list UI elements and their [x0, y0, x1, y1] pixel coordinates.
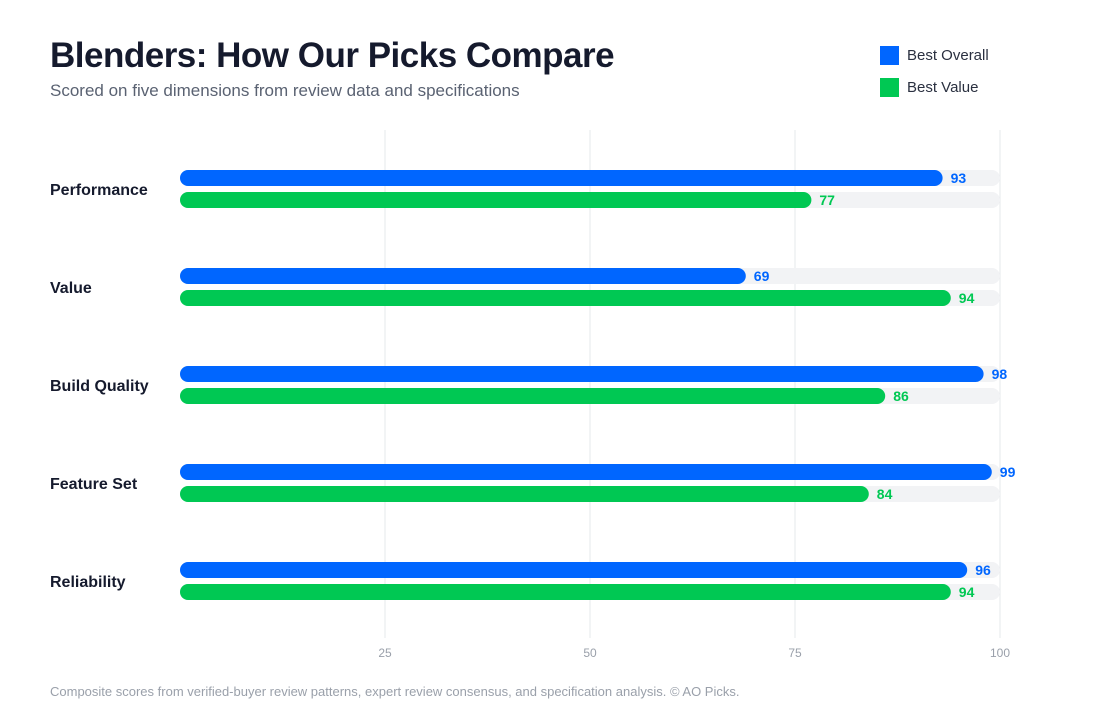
legend-item-best-overall: Best Overall [880, 45, 989, 65]
bar-reliability-best-value [180, 584, 951, 600]
legend: Best Overall Best Value [880, 45, 989, 109]
bar-performance-best-value [180, 192, 812, 208]
bar-reliability-best-overall [180, 562, 968, 578]
bar-feature-set-best-value [180, 486, 869, 502]
category-label-feature-set: Feature Set [50, 476, 138, 493]
legend-swatch-best-overall [880, 45, 899, 65]
bar-value-best-overall [180, 268, 746, 284]
value-label-feature-set-best-value: 84 [877, 486, 893, 502]
value-label-value-best-overall: 69 [754, 268, 770, 284]
value-label-feature-set-best-overall: 99 [1000, 464, 1016, 480]
x-tick-label-75: 75 [788, 646, 802, 660]
category-label-performance: Performance [50, 182, 148, 199]
bar-build-quality-best-overall [180, 366, 984, 382]
x-tick-label-100: 100 [990, 646, 1010, 660]
bar-performance-best-overall [180, 170, 943, 186]
value-label-build-quality-best-overall: 98 [992, 366, 1008, 382]
category-label-value: Value [50, 280, 92, 297]
value-label-build-quality-best-value: 86 [893, 388, 909, 404]
footnote: Composite scores from verified-buyer rev… [50, 684, 740, 699]
bar-build-quality-best-value [180, 388, 886, 404]
legend-swatch-best-value [880, 77, 899, 97]
chart-title: Blenders: How Our Picks Compare [50, 36, 615, 75]
bar-value-best-value [180, 290, 951, 306]
legend-label-best-value: Best Value [907, 78, 979, 96]
x-tick-label-50: 50 [583, 646, 597, 660]
chart-subtitle: Scored on five dimensions from review da… [50, 81, 520, 100]
category-label-reliability: Reliability [50, 574, 126, 591]
value-label-reliability-best-value: 94 [959, 584, 975, 600]
x-tick-label-25: 25 [378, 646, 392, 660]
legend-item-best-value: Best Value [880, 77, 989, 97]
value-label-value-best-value: 94 [959, 290, 975, 306]
value-label-performance-best-value: 77 [819, 192, 835, 208]
value-label-reliability-best-overall: 96 [975, 562, 991, 578]
value-label-performance-best-overall: 93 [951, 170, 967, 186]
legend-label-best-overall: Best Overall [907, 46, 989, 64]
category-label-build-quality: Build Quality [50, 378, 149, 395]
bar-feature-set-best-overall [180, 464, 992, 480]
